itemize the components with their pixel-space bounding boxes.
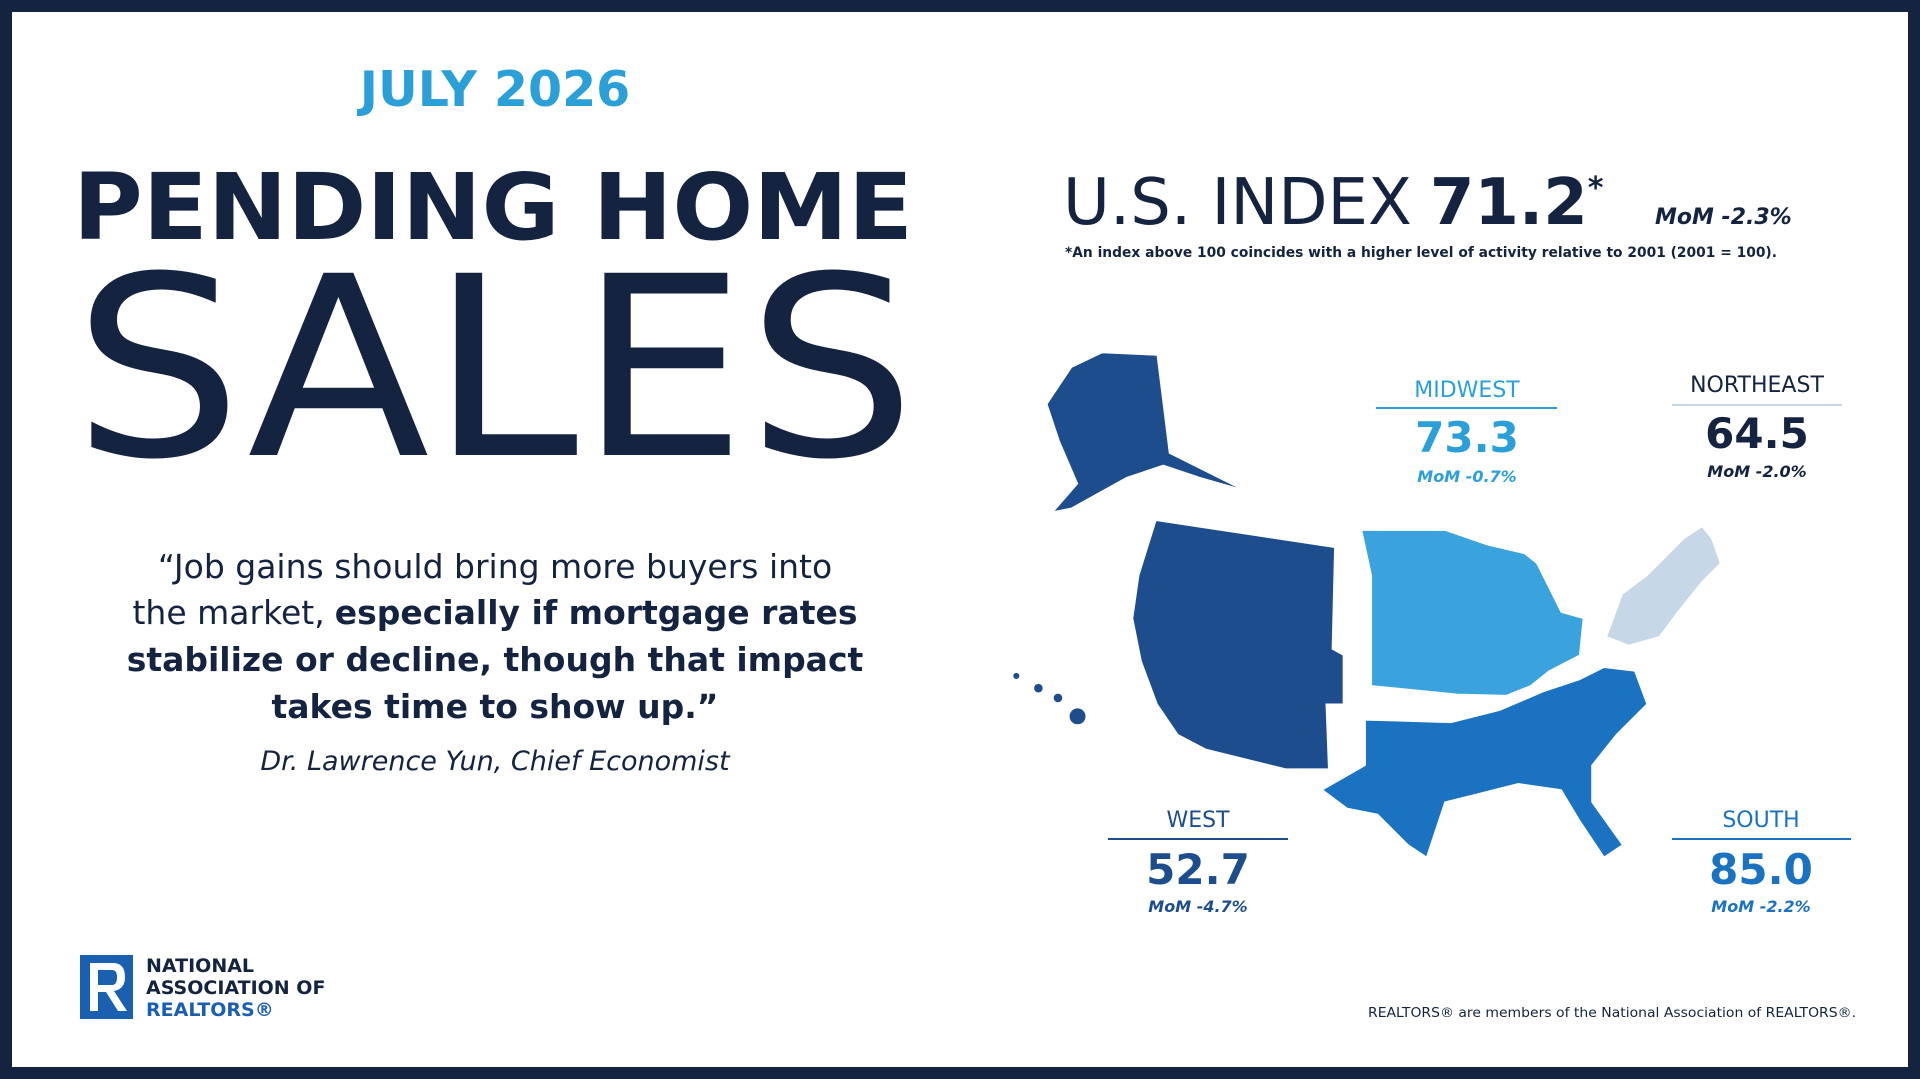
quote-line: takes time to show up.” [271, 687, 718, 726]
region-mom: MoM -2.2% [1711, 897, 1810, 916]
logo-text: NATIONAL [146, 955, 254, 977]
quote-segment: takes time to show up.” [271, 687, 718, 726]
logo-r [90, 963, 127, 1011]
region-south: SOUTH 85.0 MoM -2.2% [1672, 808, 1851, 916]
index-asterisk: * [1588, 171, 1604, 206]
south-region [1321, 666, 1648, 859]
region-mom: MoM -0.7% [1417, 467, 1516, 486]
quote: “Job gains should bring more buyers into… [127, 547, 864, 726]
region-name: WEST [1166, 808, 1230, 833]
hawaii [1012, 671, 1087, 726]
region-name: NORTHEAST [1690, 373, 1824, 398]
quote-segment: the market, [132, 593, 324, 632]
region-name: MIDWEST [1414, 378, 1520, 403]
region-northeast: NORTHEAST 64.5 MoM -2.0% [1672, 373, 1842, 481]
region-name: SOUTH [1722, 808, 1799, 833]
title-line2: SALES [73, 223, 916, 514]
west-region [1132, 519, 1344, 770]
region-value: 64.5 [1705, 409, 1809, 458]
alaska [1046, 352, 1244, 513]
region-value: 85.0 [1709, 845, 1813, 894]
quote-line: stabilize or decline, though that impact [127, 640, 864, 679]
region-mom: MoM -2.0% [1707, 462, 1806, 481]
quote-segment: stabilize or decline, though that impact [127, 640, 864, 679]
logo-text: REALTORS® [146, 999, 274, 1021]
region-midwest: MIDWEST 73.3 MoM -0.7% [1376, 378, 1557, 486]
region-mom: MoM -4.7% [1148, 897, 1247, 916]
index-footnote: *An index above 100 coincides with a hig… [1065, 245, 1777, 261]
region-west: WEST 52.7 MoM -4.7% [1108, 808, 1288, 916]
logo-text: ASSOCIATION OF [146, 977, 325, 999]
index-mom: MoM -2.3% [1655, 205, 1792, 230]
date: JULY 2026 [357, 61, 631, 118]
northeast-region [1605, 525, 1722, 646]
footer: REALTORS® are members of the National As… [1368, 1006, 1856, 1021]
attribution: Dr. Lawrence Yun, Chief Economist [260, 746, 731, 777]
region-value: 52.7 [1146, 845, 1250, 894]
logo: NATIONAL ASSOCIATION OF REALTORS® [80, 955, 325, 1021]
quote-segment: “Job gains should bring more buyers into [158, 547, 832, 586]
index-headline: U.S. INDEX 71.2* [1063, 166, 1604, 240]
index-label: U.S. INDEX [1063, 166, 1412, 240]
quote-line: the market, especially if mortgage rates [132, 593, 857, 632]
title-line1: PENDING HOME [73, 154, 913, 261]
region-value: 73.3 [1415, 413, 1519, 462]
index-value: 71.2 [1430, 166, 1588, 240]
quote-segment: especially if mortgage rates [335, 593, 858, 632]
midwest-region [1360, 529, 1584, 697]
us-map [1012, 352, 1722, 859]
quote-line: “Job gains should bring more buyers into [158, 547, 832, 586]
